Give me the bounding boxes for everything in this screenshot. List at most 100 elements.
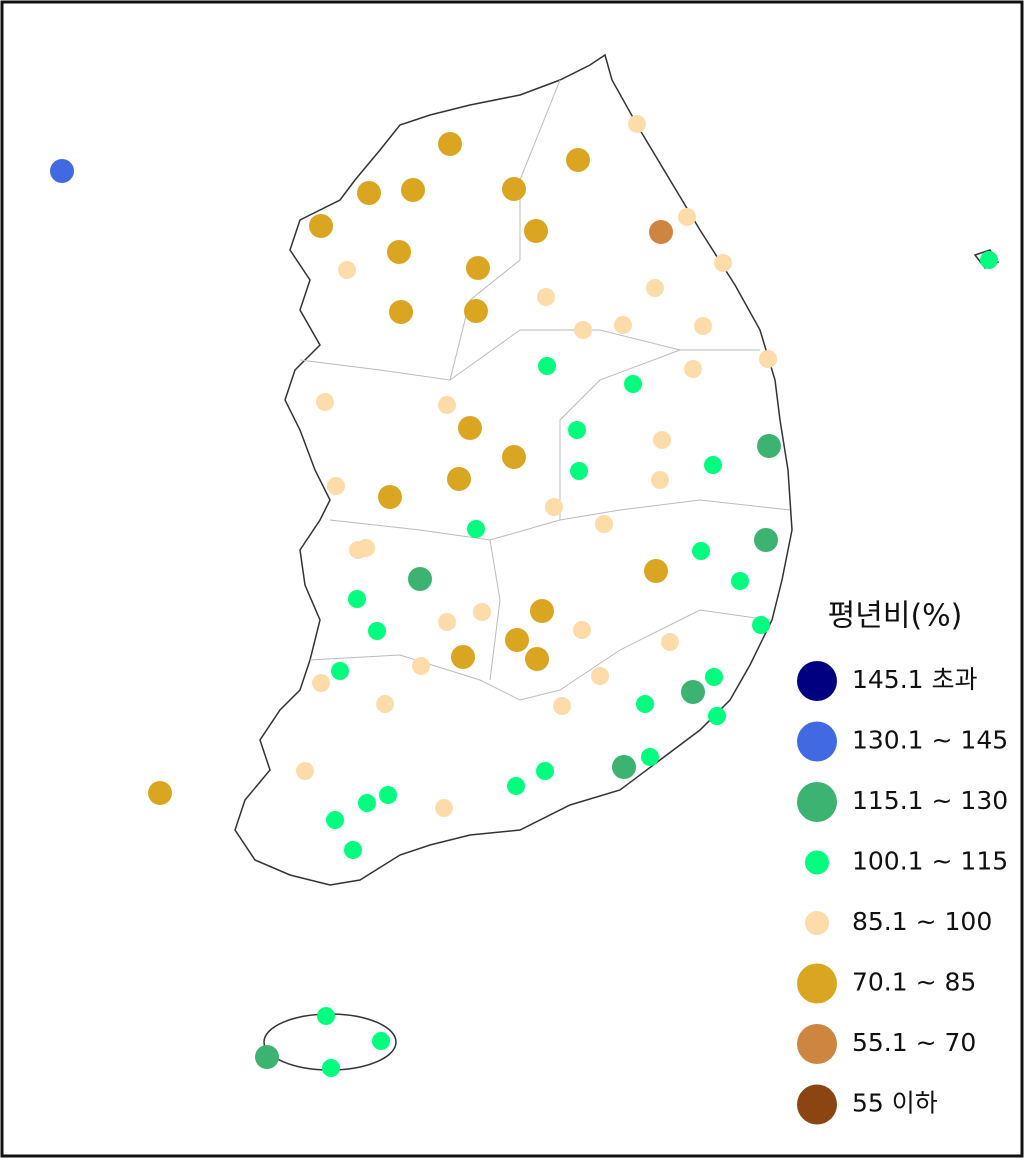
station-dot <box>326 811 344 829</box>
station-dot <box>692 542 710 560</box>
station-dot <box>570 462 588 480</box>
station-dot <box>573 621 591 639</box>
legend-swatch <box>805 850 829 875</box>
station-dot <box>624 375 642 393</box>
boundaries <box>299 79 791 701</box>
station-dot <box>752 616 770 634</box>
station-dot <box>458 416 482 440</box>
station-dot <box>759 350 777 368</box>
legend-label: 85.1 ~ 100 <box>852 907 992 936</box>
station-dot <box>678 208 696 226</box>
province-line <box>559 349 681 520</box>
station-dot <box>705 668 723 686</box>
station-dot <box>473 603 491 621</box>
province-line <box>309 609 771 701</box>
station-dot <box>708 707 726 725</box>
station-dot <box>368 622 386 640</box>
legend-swatch <box>805 911 829 935</box>
station-dot <box>438 613 456 631</box>
station-dot <box>464 299 488 323</box>
station-dot <box>255 1045 279 1069</box>
legend-label: 100.1 ~ 115 <box>852 847 1008 876</box>
station-dot <box>566 148 590 172</box>
mainland-outline <box>234 53 793 886</box>
station-dot <box>435 799 453 817</box>
legend-swatch <box>797 1084 837 1125</box>
station-dot <box>331 662 349 680</box>
station-dot <box>438 396 456 414</box>
station-dot <box>387 240 411 264</box>
station-dot <box>467 520 485 538</box>
station-dot <box>537 288 555 306</box>
station-dot <box>574 321 592 339</box>
station-dot <box>653 431 671 449</box>
station-dot <box>524 219 548 243</box>
legend-label: 145.1 초과 <box>852 665 978 694</box>
legend-swatch <box>797 661 837 701</box>
station-dot <box>316 393 334 411</box>
station-dot <box>357 181 381 205</box>
station-dot <box>591 667 609 685</box>
station-dot <box>412 657 430 675</box>
station-dot <box>372 1032 390 1050</box>
station-dot <box>312 674 330 692</box>
station-dot <box>389 300 413 324</box>
station-dot <box>401 178 425 202</box>
station-dot <box>376 695 394 713</box>
legend-label: 115.1 ~ 130 <box>852 786 1008 815</box>
station-dot <box>684 360 702 378</box>
station-dot <box>408 567 432 591</box>
station-dot <box>649 220 673 244</box>
legend-swatch <box>797 782 837 822</box>
legend-swatch <box>797 963 837 1004</box>
station-dot <box>447 467 471 491</box>
legend: 145.1 초과 130.1 ~ 145 115.1 ~ 130 100.1 ~ 11… <box>797 661 1008 1125</box>
legend-label: 55 이하 <box>852 1089 938 1118</box>
station-dot <box>651 471 669 489</box>
station-dot <box>378 485 402 509</box>
station-dot <box>502 445 526 469</box>
legend-label: 130.1 ~ 145 <box>852 726 1008 755</box>
station-dot <box>505 628 529 652</box>
station-dot <box>530 599 554 623</box>
station-dot <box>545 498 563 516</box>
station-dot <box>568 421 586 439</box>
station-dot <box>595 515 613 533</box>
station-dot <box>612 755 636 779</box>
station-dot <box>148 781 172 805</box>
station-dot <box>757 434 781 458</box>
station-dot <box>614 316 632 334</box>
station-dot <box>322 1059 340 1077</box>
station-dot <box>731 572 749 590</box>
legend-swatch <box>797 721 837 762</box>
station-dot <box>644 559 668 583</box>
station-dot <box>641 748 659 766</box>
station-dot <box>344 841 362 859</box>
station-dot <box>451 645 475 669</box>
station-dot <box>507 777 525 795</box>
station-dot <box>309 214 333 238</box>
province-line <box>449 79 561 381</box>
station-dot <box>296 762 314 780</box>
station-dot <box>379 786 397 804</box>
legend-label: 55.1 ~ 70 <box>852 1028 976 1057</box>
station-dot <box>704 456 722 474</box>
station-dot <box>980 251 998 269</box>
station-dot <box>327 477 345 495</box>
station-dot <box>628 115 646 133</box>
legend-title: 평년비(%) <box>828 599 963 634</box>
station-dot <box>681 680 705 704</box>
station-dot <box>317 1007 335 1025</box>
station-dot <box>636 695 654 713</box>
station-dot <box>50 159 74 183</box>
station-dot <box>357 539 375 557</box>
station-dot <box>466 256 490 280</box>
station-dot <box>338 261 356 279</box>
station-dot <box>525 647 549 671</box>
legend-swatch <box>797 1024 837 1064</box>
station-dot <box>661 633 679 651</box>
stations <box>50 115 998 1077</box>
station-dot <box>538 357 556 375</box>
station-dot <box>502 177 526 201</box>
